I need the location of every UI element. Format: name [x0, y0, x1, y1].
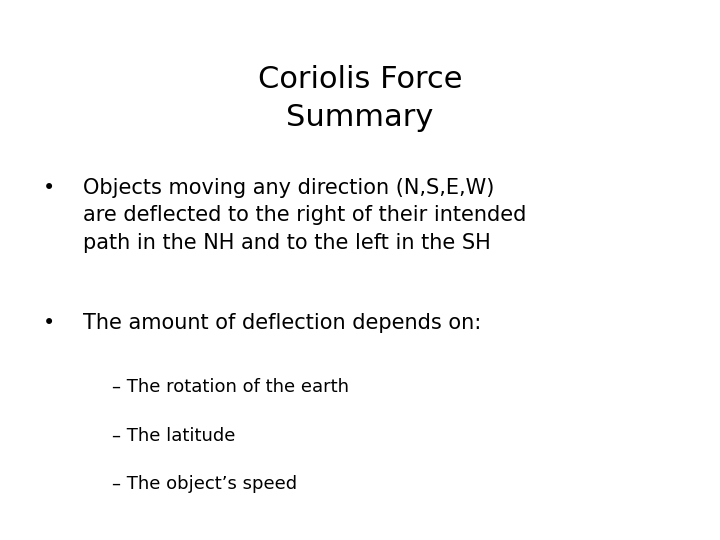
Text: •: • [43, 313, 55, 333]
Text: – The rotation of the earth: – The rotation of the earth [112, 378, 348, 396]
Text: – The latitude: – The latitude [112, 427, 235, 444]
Text: – The object’s speed: – The object’s speed [112, 475, 297, 493]
Text: Coriolis Force
Summary: Coriolis Force Summary [258, 65, 462, 132]
Text: The amount of deflection depends on:: The amount of deflection depends on: [83, 313, 481, 333]
Text: Objects moving any direction (N,S,E,W)
are deflected to the right of their inten: Objects moving any direction (N,S,E,W) a… [83, 178, 526, 253]
Text: •: • [43, 178, 55, 198]
